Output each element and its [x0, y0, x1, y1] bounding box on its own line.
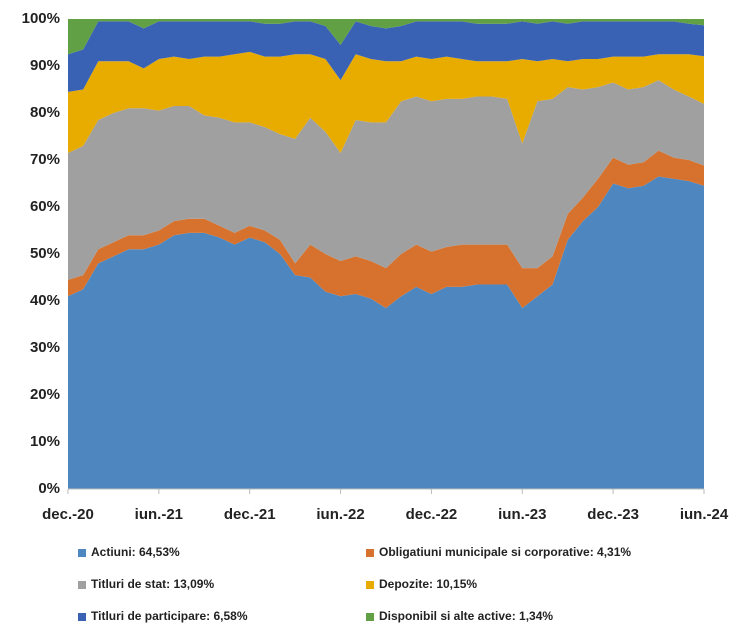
legend-swatch	[366, 613, 374, 621]
y-tick-label: 0%	[38, 480, 60, 497]
area	[68, 51, 704, 153]
legend-swatch	[366, 549, 374, 557]
x-tick-label: iun.-23	[498, 506, 546, 523]
y-tick-label: 90%	[30, 57, 60, 74]
area	[68, 19, 704, 55]
area	[68, 150, 704, 309]
legend-label: Obligatiuni municipale si corporative: 4…	[379, 545, 631, 559]
legend-label: Titluri de stat: 13,09%	[91, 577, 214, 591]
y-tick-label: 20%	[30, 386, 60, 403]
legend-swatch	[78, 581, 86, 589]
y-tick-label: 60%	[30, 198, 60, 215]
x-tick-label: dec.-21	[224, 506, 276, 523]
y-tick-label: 10%	[30, 433, 60, 450]
legend-label: Depozite: 10,15%	[379, 577, 477, 591]
area	[68, 176, 704, 489]
legend-swatch	[78, 613, 86, 621]
y-tick-label: 70%	[30, 151, 60, 168]
y-tick-label: 40%	[30, 292, 60, 309]
x-tick-label: iun.-21	[135, 506, 183, 523]
area	[68, 80, 704, 280]
x-tick-label: iun.-22	[316, 506, 364, 523]
y-tick-label: 80%	[30, 104, 60, 121]
y-tick-label: 50%	[30, 245, 60, 262]
legend-swatch	[366, 581, 374, 589]
y-tick-label: 100%	[22, 10, 60, 27]
legend-label: Titluri de participare: 6,58%	[91, 609, 248, 623]
x-tick-label: dec.-22	[406, 506, 458, 523]
y-tick-label: 30%	[30, 339, 60, 356]
x-tick-label: dec.-23	[587, 506, 639, 523]
area	[68, 21, 704, 92]
x-tick-label: iun.-24	[680, 506, 729, 523]
x-tick-label: dec.-20	[42, 506, 94, 523]
legend-swatch	[78, 549, 86, 557]
legend-label: Actiuni: 64,53%	[91, 545, 180, 559]
legend-label: Disponibil si alte active: 1,34%	[379, 609, 553, 623]
